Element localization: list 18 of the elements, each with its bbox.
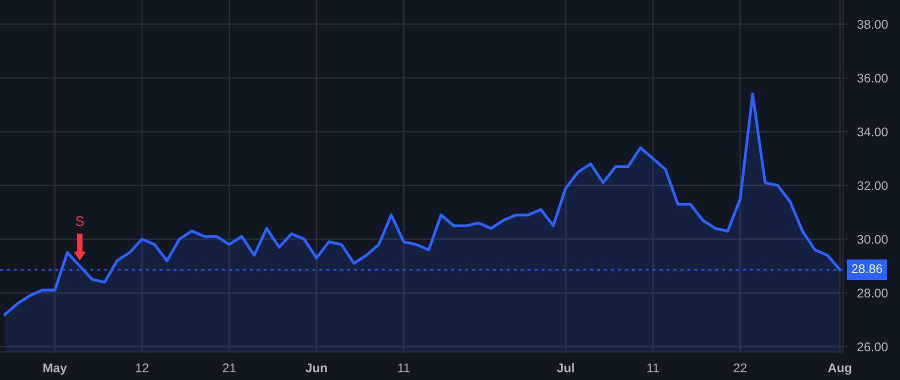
y-tick-label: 26.00	[858, 342, 888, 352]
x-tick-label: 11	[398, 364, 410, 372]
y-tick-label: 38.00	[857, 20, 888, 29]
y-tick-label: 34.00	[857, 127, 888, 136]
annotation: S	[76, 216, 84, 226]
y-tick-label: 36.00	[857, 74, 888, 83]
y-tick-label: 32.00	[857, 181, 888, 190]
x-tick-label: May	[44, 364, 67, 375]
x-tick-label: 21	[222, 363, 236, 372]
x-tick-label: Aug	[828, 364, 852, 375]
x-tick-label: 22	[734, 363, 747, 372]
y-tick-label: 30.00	[857, 234, 888, 244]
x-tick-label: 12	[136, 363, 148, 372]
x-tick-label: Jul	[556, 363, 574, 372]
ref-line-label: 28.86	[852, 264, 882, 274]
x-tick-label: Jun	[306, 364, 327, 372]
x-tick-label: 11	[647, 364, 659, 372]
y-tick-label: 28.00	[858, 288, 888, 298]
